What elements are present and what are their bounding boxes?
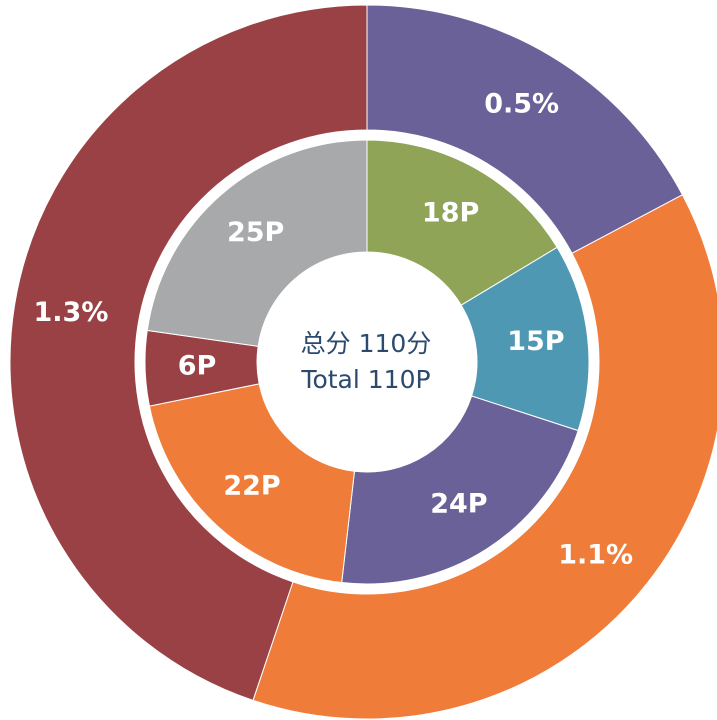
center-label: 总分 110分	[301, 329, 432, 358]
donut-slice	[366, 139, 558, 306]
center-label: Total 110P	[300, 365, 430, 394]
donut-slice	[252, 194, 717, 720]
donut-slice	[146, 139, 368, 347]
donut-slice	[366, 4, 684, 255]
value-label: 1.3%	[34, 297, 109, 328]
value-label: 0.5%	[484, 88, 559, 119]
donut-slice	[148, 383, 356, 584]
value-label: 15P	[507, 326, 564, 357]
value-label: 22P	[223, 471, 280, 502]
value-label: 1.1%	[558, 540, 633, 571]
donut-slice	[460, 246, 590, 432]
donut-slice	[341, 395, 579, 585]
value-label: 25P	[227, 217, 284, 248]
value-label: 6P	[178, 350, 217, 381]
value-label: 24P	[430, 489, 487, 520]
value-label: 18P	[422, 197, 479, 228]
donut-slice	[9, 4, 368, 701]
